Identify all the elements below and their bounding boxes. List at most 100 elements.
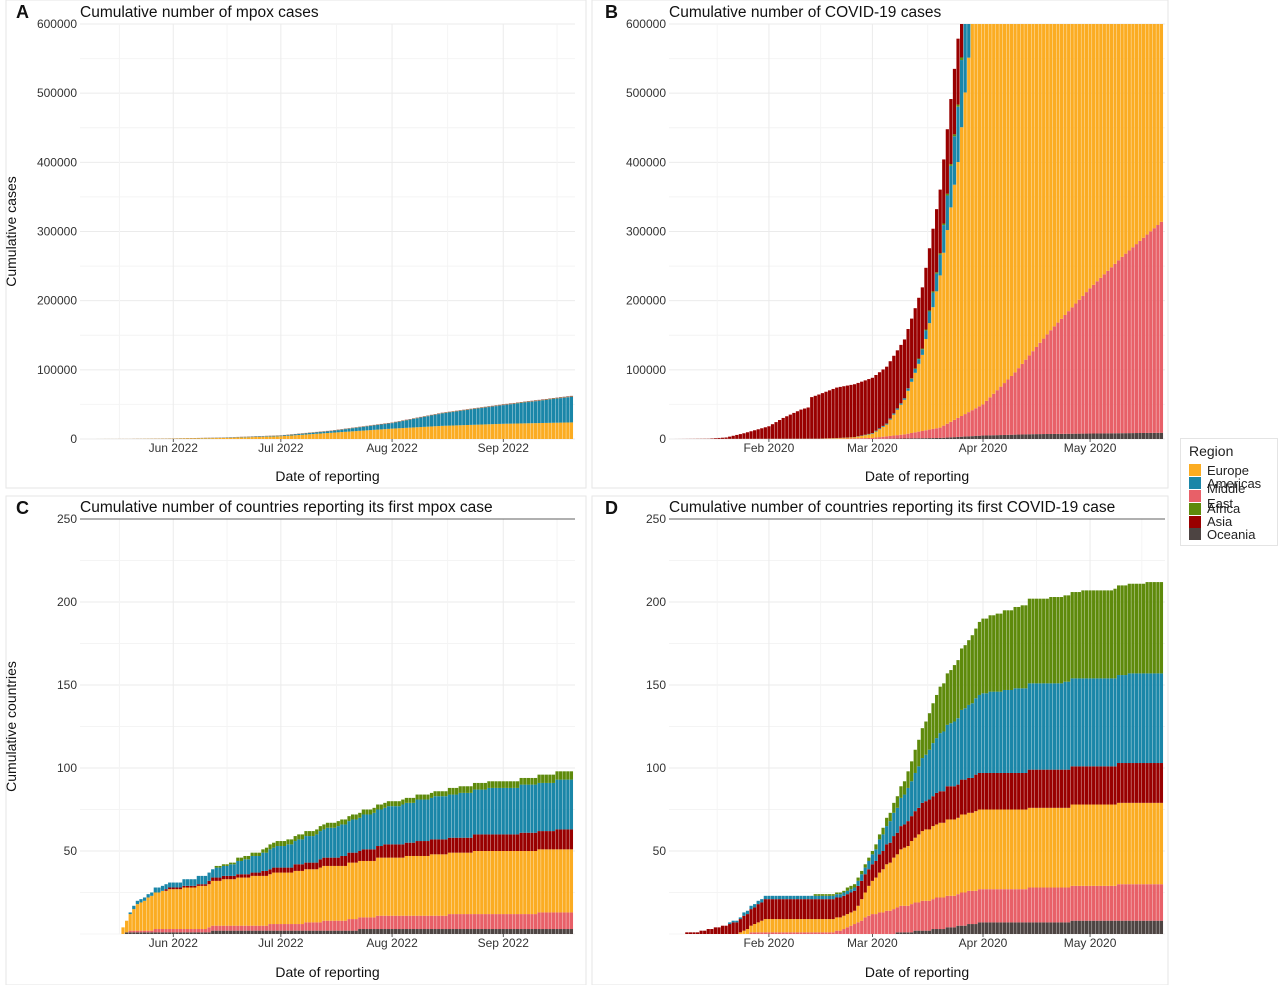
bar-segment-middle-east: [200, 929, 204, 933]
bar-segment-americas: [390, 423, 394, 429]
bar-segment-asia: [742, 433, 746, 439]
bar-segment-middle-east: [272, 924, 276, 931]
legend-item-europe: Europe: [1185, 463, 1273, 478]
bar-segment-oceania: [899, 932, 903, 934]
bar-segment-middle-east: [211, 925, 215, 931]
bar-segment-europe: [350, 862, 355, 920]
bar-segment-europe: [160, 890, 165, 930]
bar-segment-americas: [931, 292, 935, 308]
bar-segment-middle-east: [189, 929, 193, 933]
bar-segment-americas: [970, 703, 974, 778]
bar-segment-americas: [530, 401, 534, 424]
bar-segment-middle-east: [892, 909, 896, 934]
bar-segment-americas: [523, 784, 527, 833]
bar-segment-americas: [401, 421, 405, 429]
bar-segment-americas: [390, 806, 394, 845]
bar-segment-europe: [361, 430, 365, 439]
bar-segment-asia: [404, 842, 409, 856]
bar-segment-americas: [977, 694, 982, 773]
legend-label-oceania: Oceania: [1207, 526, 1256, 542]
bar-segment-europe: [1034, 807, 1039, 888]
bar-segment-americas: [498, 405, 502, 424]
bar-segment-asia: [458, 837, 462, 853]
bar-segment-asia: [902, 339, 907, 399]
bar-segment-oceania: [304, 930, 308, 934]
bar-segment-europe: [895, 409, 899, 436]
bar-segment-middle-east: [494, 914, 498, 930]
bar-segment-europe: [899, 849, 903, 906]
bar-segment-europe: [390, 857, 394, 916]
bar-segment-middle-east: [995, 390, 999, 436]
bar-segment-oceania: [924, 930, 928, 934]
bar-segment-asia: [913, 308, 917, 369]
bar-segment-europe: [974, 24, 978, 409]
bar-segment-middle-east: [1095, 281, 1099, 434]
bar-segment-oceania: [386, 929, 391, 934]
bar-segment-europe: [1042, 24, 1046, 339]
bar-segment-africa: [1113, 588, 1117, 679]
bar-segment-africa: [1092, 590, 1096, 679]
bar-segment-asia: [236, 874, 240, 878]
bar-segment-oceania: [254, 930, 258, 934]
bar-segment-asia: [569, 829, 574, 850]
bar-segment-africa: [1127, 583, 1131, 674]
panel-letter: A: [16, 2, 29, 22]
bar-segment-asia: [824, 391, 828, 439]
bar-segment-oceania: [229, 930, 233, 934]
bar-segment-americas: [1049, 683, 1053, 770]
bar-segment-middle-east: [1045, 334, 1049, 434]
bar-segment-middle-east: [1070, 885, 1074, 921]
bar-segment-europe: [931, 307, 935, 429]
bar-segment-oceania: [440, 929, 444, 934]
bar-segment-europe: [1088, 24, 1092, 289]
bar-segment-africa: [243, 855, 247, 860]
bar-segment-middle-east: [1131, 884, 1135, 921]
bar-segment-asia: [494, 834, 498, 851]
bar-segment-middle-east: [1088, 288, 1092, 434]
bar-segment-oceania: [225, 930, 229, 934]
bar-segment-oceania: [569, 929, 574, 934]
bar-segment-americas: [465, 792, 470, 838]
bar-segment-americas: [1034, 683, 1039, 770]
bar-segment-americas: [788, 895, 792, 900]
bar-segment-africa: [1038, 598, 1042, 684]
bar-segment-europe: [490, 851, 495, 915]
bar-segment-asia: [738, 434, 742, 439]
bar-segment-asia: [774, 899, 778, 920]
bar-segment-asia: [530, 832, 534, 851]
bar-segment-asia: [899, 344, 903, 404]
bar-segment-europe: [1017, 809, 1021, 890]
bar-segment-europe: [523, 423, 527, 439]
bar-segment-asia: [892, 355, 896, 414]
bar-segment-americas: [767, 895, 771, 900]
bar-segment-europe: [365, 860, 369, 918]
bar-segment-europe: [562, 849, 566, 913]
bar-segment-europe: [354, 431, 358, 439]
bar-segment-asia: [731, 922, 735, 934]
bar-segment-americas: [770, 895, 775, 900]
bar-segment-europe: [476, 424, 480, 439]
bar-segment-middle-east: [795, 932, 800, 934]
bar-segment-americas: [318, 831, 322, 860]
bar-segment-americas: [365, 814, 369, 850]
bar-segment-middle-east: [1067, 311, 1071, 434]
bar-segment-middle-east: [999, 889, 1003, 923]
bar-segment-africa: [275, 841, 279, 847]
bar-segment-europe: [885, 424, 889, 437]
bar-segment-middle-east: [1127, 250, 1131, 434]
bar-segment-europe: [1092, 24, 1096, 285]
bar-segment-middle-east: [243, 925, 247, 931]
bar-segment-middle-east: [483, 914, 487, 930]
bar-segment-americas: [462, 792, 466, 838]
bar-segment-middle-east: [984, 400, 989, 436]
bar-segment-americas: [282, 846, 287, 868]
bar-segment-americas: [343, 824, 348, 856]
bar-segment-oceania: [211, 930, 215, 934]
bar-segment-europe: [927, 323, 932, 430]
bar-segment-europe: [870, 880, 874, 915]
bar-segment-europe: [902, 399, 907, 435]
bar-segment-europe: [863, 892, 867, 918]
bar-segment-middle-east: [760, 932, 764, 934]
bar-segment-asia: [200, 884, 204, 886]
bar-segment-africa: [297, 834, 301, 840]
